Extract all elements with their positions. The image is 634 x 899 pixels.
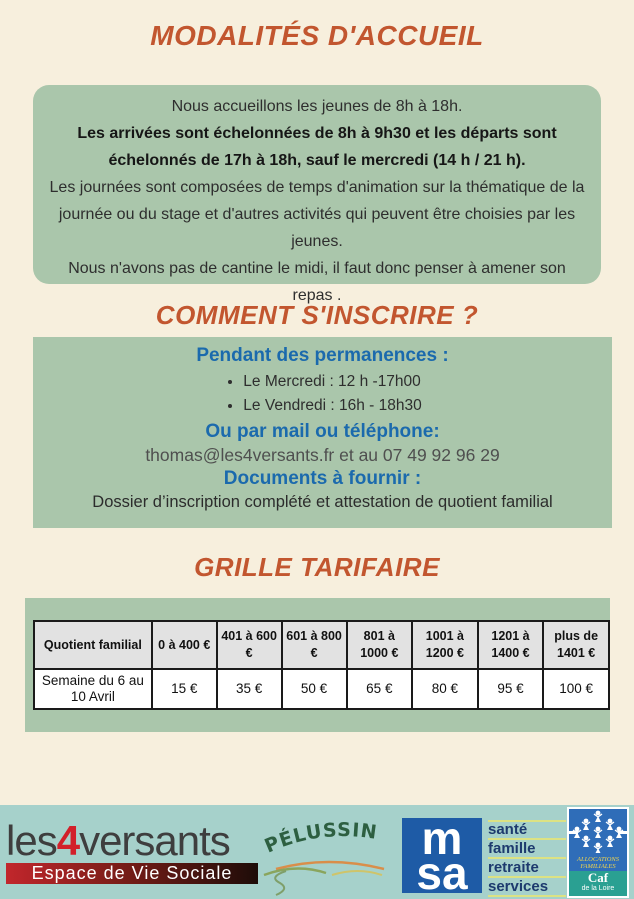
section-title-tarifs: GRILLE TARIFAIRE bbox=[194, 552, 440, 582]
pricing-header-row: Quotient familial 0 à 400 € 401 à 600 € … bbox=[33, 620, 610, 670]
permanence-item-mercredi: Le Mercredi : 12 h -17h00 bbox=[243, 370, 421, 394]
msa-service-services: services bbox=[488, 879, 566, 897]
pricing-data-row: Semaine du 6 au 10 Avril 15 € 35 € 50 € … bbox=[33, 668, 610, 710]
pelussin-text: PÉLUSSIN bbox=[262, 819, 379, 857]
price-cell-2: 35 € bbox=[215, 668, 283, 710]
modalites-paragraph-hours: Nous accueillons les jeunes de 8h à 18h. bbox=[171, 98, 463, 115]
contact-email-phone: thomas@les4versants.fr et au 07 49 92 96… bbox=[145, 445, 500, 465]
pricing-table: Quotient familial 0 à 400 € 401 à 600 € … bbox=[33, 620, 610, 710]
col-header-quotient: Quotient familial bbox=[33, 620, 153, 670]
col-header-401-600: 401 à 600 € bbox=[215, 620, 283, 670]
msa-letter-m: m bbox=[421, 818, 463, 864]
pelussin-hill-green bbox=[263, 867, 327, 877]
pelussin-hill-yellow bbox=[331, 870, 383, 876]
documents-required: Dossier d’inscription complété et attest… bbox=[92, 493, 553, 511]
caf-allocations-line2: FAMILIALES bbox=[580, 863, 616, 870]
msa-service-sante: santé bbox=[488, 820, 566, 840]
price-cell-3: 50 € bbox=[280, 668, 348, 710]
caf-logo-blue-panel: ALLOCATIONS FAMILIALES bbox=[569, 809, 627, 871]
caf-figures-icon bbox=[569, 810, 627, 855]
msa-letters-sa: sa bbox=[416, 847, 468, 893]
col-header-plus-1401: plus de 1401 € bbox=[542, 620, 610, 670]
mail-phone-heading: Ou par mail ou téléphone: bbox=[205, 421, 440, 442]
permanence-item-vendredi: Le Vendredi : 16h - 18h30 bbox=[243, 394, 421, 418]
pelussin-hill-orange bbox=[275, 860, 385, 871]
les4versants-part-versants: versants bbox=[79, 817, 231, 864]
permanences-list: Le Mercredi : 12 h -17h00 Le Vendredi : … bbox=[223, 370, 421, 418]
price-cell-1: 15 € bbox=[150, 668, 218, 710]
modalites-paragraph-meal: Nous n'avons pas de cantine le midi, il … bbox=[68, 260, 566, 304]
col-header-1001-1200: 1001 à 1200 € bbox=[411, 620, 479, 670]
espace-vie-sociale-banner: Espace de Vie Sociale bbox=[6, 863, 258, 884]
les4versants-wordmark: les4versants bbox=[6, 820, 262, 862]
col-header-1201-1400: 1201 à 1400 € bbox=[476, 620, 545, 670]
caf-name: Caf bbox=[587, 870, 609, 885]
price-cell-5: 80 € bbox=[411, 668, 479, 710]
col-header-801-1000: 801 à 1000 € bbox=[345, 620, 414, 670]
col-header-601-800: 601 à 800 € bbox=[280, 620, 348, 670]
col-header-0-400: 0 à 400 € bbox=[150, 620, 218, 670]
msa-services-list: santé famille retraite services bbox=[488, 820, 566, 898]
section-title-inscription: COMMENT S'INSCRIRE ? bbox=[155, 300, 479, 330]
msa-service-famille: famille bbox=[488, 841, 566, 859]
les4versants-logo: les4versants Espace de Vie Sociale bbox=[6, 820, 262, 884]
caf-allocations-line1: ALLOCATIONS bbox=[576, 856, 620, 863]
caf-region: de la Loire bbox=[581, 885, 615, 892]
les4versants-part-4: 4 bbox=[56, 817, 80, 864]
pelussin-road bbox=[274, 870, 287, 896]
row-label-semaine: Semaine du 6 au 10 Avril bbox=[33, 668, 153, 710]
msa-logo: m sa bbox=[402, 818, 482, 893]
footer-logo-band: les4versants Espace de Vie Sociale PÉLUS… bbox=[0, 805, 634, 899]
modalites-paragraph-arrivals: Les arrivées sont échelonnées de 8h à 9h… bbox=[77, 125, 557, 169]
caf-logo: ALLOCATIONS FAMILIALES Caf de la Loire bbox=[567, 807, 629, 898]
permanences-heading: Pendant des permanences : bbox=[196, 345, 449, 366]
pelussin-logo: PÉLUSSIN bbox=[262, 819, 385, 896]
price-cell-6: 95 € bbox=[476, 668, 545, 710]
caf-allocations-text: ALLOCATIONS FAMILIALES bbox=[569, 856, 627, 870]
modalites-paragraph-days: Les journées sont composées de temps d'a… bbox=[49, 179, 585, 250]
price-cell-7: 100 € bbox=[542, 668, 610, 710]
tarifs-panel: Quotient familial 0 à 400 € 401 à 600 € … bbox=[25, 598, 610, 732]
section-title-modalites: MODALITÉS D'ACCUEIL bbox=[150, 20, 484, 51]
les4versants-part-les: les bbox=[6, 817, 58, 864]
modalites-info-box: Nous accueillons les jeunes de 8h à 18h.… bbox=[33, 85, 601, 304]
caf-logo-teal-panel: Caf de la Loire bbox=[569, 871, 627, 896]
inscription-info-box: Pendant des permanences : Le Mercredi : … bbox=[33, 337, 612, 528]
msa-service-retraite: retraite bbox=[488, 860, 566, 878]
price-cell-4: 65 € bbox=[345, 668, 414, 710]
documents-heading: Documents à fournir : bbox=[223, 468, 422, 489]
